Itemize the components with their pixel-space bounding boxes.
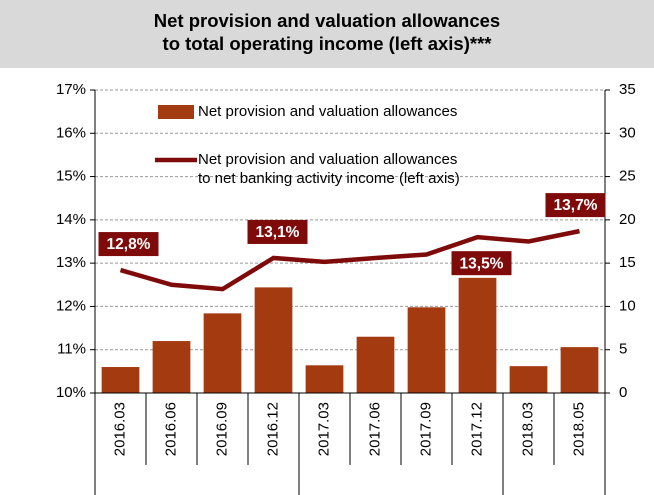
data-label-group: 12,8% xyxy=(98,232,159,257)
x-tick-label: 2017.03 xyxy=(315,402,332,456)
bar xyxy=(305,365,344,393)
x-tick-label: 2017.12 xyxy=(468,402,485,456)
data-label-box xyxy=(98,232,159,257)
y2-tick-label: 30 xyxy=(619,124,636,141)
bar xyxy=(203,313,242,393)
x-tick-label: 2017.06 xyxy=(366,402,383,456)
data-label-group: 13,7% xyxy=(545,193,606,218)
data-label-box xyxy=(545,193,606,218)
x-tick-label: 2016.12 xyxy=(264,402,281,456)
y-tick-label: 12% xyxy=(56,297,86,314)
legend-label: Net provision and valuation allowances t… xyxy=(198,151,460,187)
data-label: 13,1% xyxy=(256,224,300,241)
data-label: 13,5% xyxy=(460,255,504,272)
y-tick-label: 13% xyxy=(56,254,86,271)
x-tick-label: 2018.05 xyxy=(570,402,587,456)
y-tick-label: 16% xyxy=(56,124,86,141)
bar xyxy=(356,336,395,393)
y-tick-label: 14% xyxy=(56,211,86,228)
legend-box: Net provision and valuation allowances xyxy=(198,103,458,120)
x-tick-label: 2016.03 xyxy=(111,402,128,456)
x-tick-label: 2016.09 xyxy=(213,402,230,456)
y2-tick-label: 25 xyxy=(619,168,636,185)
y2-tick-label: 5 xyxy=(619,341,627,358)
legend-swatch xyxy=(158,105,194,119)
y-tick-label: 17% xyxy=(56,81,86,98)
y2-tick-label: 10 xyxy=(619,297,636,314)
y2-tick-label: 15 xyxy=(619,254,636,271)
data-label-group: 13,5% xyxy=(451,251,512,276)
bar xyxy=(101,367,140,393)
bar xyxy=(254,287,293,393)
x-tick-label: 2017.09 xyxy=(417,402,434,456)
x-tick-label: 2018.03 xyxy=(519,402,536,456)
title-box: Net provision and valuation allowances t… xyxy=(153,10,501,54)
legend-label: Net provision and valuation allowances xyxy=(198,103,458,120)
line xyxy=(119,228,580,292)
title-band xyxy=(0,0,654,68)
chart-title: Net provision and valuation allowances t… xyxy=(153,10,501,54)
data-label-box xyxy=(451,251,512,276)
x-tick-label: 2016.06 xyxy=(162,402,179,456)
bar xyxy=(458,277,497,393)
y-tick-label: 10% xyxy=(56,384,86,401)
bar xyxy=(509,366,548,393)
data-label: 13,7% xyxy=(554,197,598,214)
y-tick-label: 15% xyxy=(56,168,86,185)
data-label: 12,8% xyxy=(107,236,151,253)
data-label-box xyxy=(247,219,308,244)
y-tick-label: 11% xyxy=(57,341,86,358)
bar xyxy=(152,341,191,393)
legend-box: Net provision and valuation allowances t… xyxy=(198,151,460,187)
y2-tick-label: 0 xyxy=(619,384,627,401)
data-label-group: 13,1% xyxy=(247,219,308,244)
y2-tick-label: 35 xyxy=(619,81,636,98)
bar xyxy=(560,347,599,393)
bar xyxy=(407,307,446,393)
y2-tick-label: 20 xyxy=(619,211,636,228)
